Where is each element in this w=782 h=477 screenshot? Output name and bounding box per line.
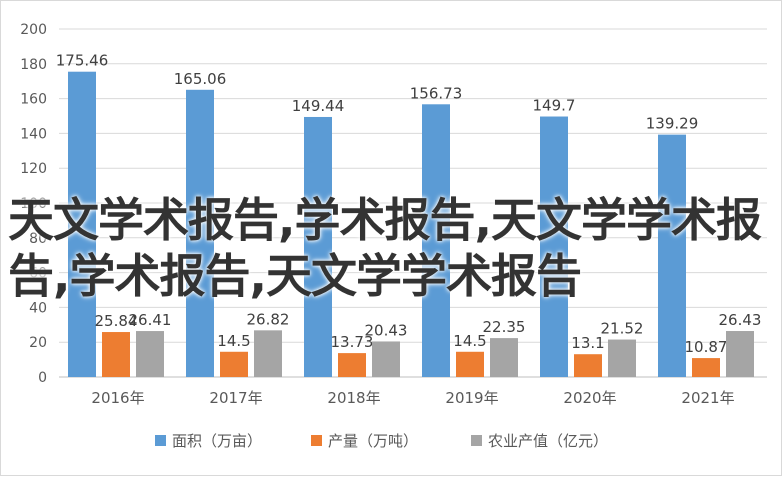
legend-swatch (471, 435, 482, 446)
y-tick-label: 200 (20, 22, 47, 38)
y-tick-label: 100 (20, 196, 47, 212)
data-label: 25.84 (95, 312, 138, 330)
x-tick-label: 2019年 (445, 389, 498, 407)
data-label: 26.43 (719, 311, 762, 329)
legend-swatch (155, 435, 166, 446)
bar-1 (574, 354, 602, 377)
data-label: 14.5 (217, 332, 250, 350)
bar-2 (254, 330, 282, 377)
legend-label: 农业产值（亿元） (488, 432, 608, 450)
x-tick-label: 2016年 (91, 389, 144, 407)
y-tick-label: 60 (29, 266, 47, 282)
bar-0 (68, 71, 96, 378)
data-label: 139.29 (646, 115, 699, 133)
legend-label: 面积（万亩） (172, 432, 262, 450)
data-label: 156.73 (410, 84, 463, 102)
bar-2 (608, 339, 636, 377)
data-label: 21.52 (601, 320, 644, 338)
y-tick-label: 20 (29, 335, 47, 351)
bar-2 (136, 331, 164, 377)
data-label: 20.43 (365, 321, 408, 339)
x-tick-label: 2018年 (327, 389, 380, 407)
data-label: 22.35 (483, 318, 526, 336)
bar-0 (658, 134, 686, 377)
data-label: 13.73 (331, 333, 374, 351)
y-tick-label: 80 (29, 231, 47, 247)
bar-0 (304, 116, 332, 378)
data-label: 175.46 (56, 52, 109, 70)
bar-1 (220, 351, 248, 377)
bar-1 (456, 351, 484, 377)
data-label: 26.82 (247, 310, 290, 328)
data-label: 165.06 (174, 70, 227, 88)
bar-1 (102, 332, 130, 377)
bar-0 (186, 89, 214, 378)
bar-0 (422, 104, 450, 378)
legend-label: 产量（万吨） (328, 432, 418, 450)
y-tick-label: 140 (20, 126, 47, 142)
data-label: 13.1 (571, 334, 604, 352)
y-tick-label: 0 (38, 370, 47, 386)
x-tick-label: 2020年 (563, 389, 616, 407)
data-label: 14.5 (453, 332, 486, 350)
bar-1 (692, 358, 720, 377)
bar-0 (540, 116, 568, 377)
legend-swatch (311, 435, 322, 446)
x-tick-label: 2017年 (209, 389, 262, 407)
y-tick-label: 40 (29, 300, 47, 316)
data-label: 149.44 (292, 97, 345, 115)
data-label: 10.87 (685, 338, 728, 356)
data-label: 26.41 (129, 311, 172, 329)
y-tick-label: 180 (20, 57, 47, 73)
y-tick-label: 120 (20, 161, 47, 177)
bar-2 (372, 341, 400, 377)
y-tick-label: 160 (20, 92, 47, 108)
bar-1 (338, 353, 366, 377)
bar-2 (490, 338, 518, 377)
bar-2 (726, 331, 754, 377)
x-tick-label: 2021年 (681, 389, 734, 407)
data-label: 149.7 (533, 97, 576, 115)
